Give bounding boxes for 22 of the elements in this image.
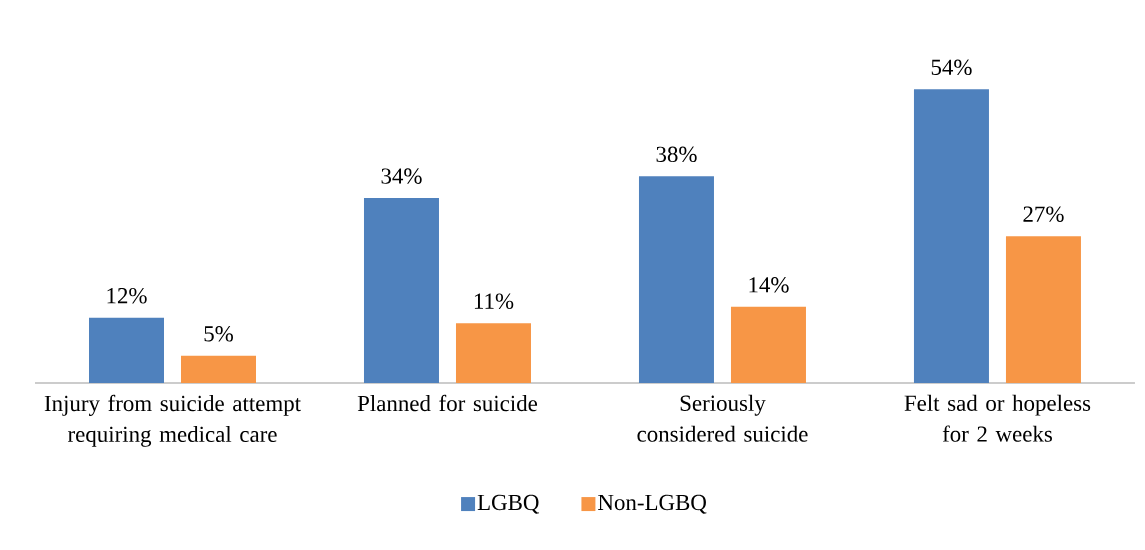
legend-label: LGBQ bbox=[477, 494, 540, 514]
x-tick-label: Seriously considered suicide bbox=[637, 394, 808, 442]
data-label: 11% bbox=[474, 293, 514, 309]
data-label: 14% bbox=[749, 277, 789, 293]
data-label: 38% bbox=[656, 146, 697, 163]
x-tick-label: Felt sad or hopeless for 2 weeks bbox=[904, 394, 1091, 442]
bar bbox=[913, 89, 989, 383]
x-tick-label: Planned for suicide bbox=[357, 394, 538, 412]
bar bbox=[1005, 236, 1081, 383]
data-label: 5% bbox=[204, 326, 233, 342]
data-label: 12% bbox=[107, 287, 147, 304]
bar bbox=[181, 355, 256, 383]
bar bbox=[363, 198, 439, 383]
bar bbox=[455, 323, 531, 383]
bar bbox=[730, 306, 806, 383]
data-label: 54% bbox=[931, 59, 972, 76]
bar bbox=[89, 317, 164, 383]
x-tick-label: Injury from suicide attempt requiring medical care bbox=[44, 394, 301, 447]
bar bbox=[638, 176, 714, 383]
data-label: 34% bbox=[381, 168, 422, 184]
legend-label: Non-LGBQ bbox=[598, 494, 707, 514]
data-label: 27% bbox=[1023, 206, 1064, 222]
